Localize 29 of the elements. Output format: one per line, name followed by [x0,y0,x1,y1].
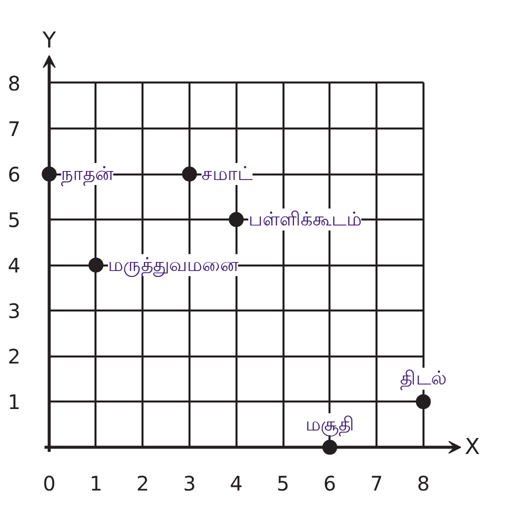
y-axis-title: Y [41,28,56,54]
x-tick-label: 8 [416,472,430,496]
annotation: பள்ளிக்கூடம் [248,208,362,231]
y-tick-label: 4 [8,254,21,278]
x-tick-label: 1 [90,472,102,496]
annotation: நாதன் [61,163,114,186]
y-tick-label: 3 [8,299,21,324]
x-tick-label: 6 [323,472,336,496]
y-tick-label: 6 [8,162,21,187]
x-tick-label: 7 [370,472,383,496]
annotation: திடல் [400,368,447,391]
x-tick-label: 0 [42,472,56,496]
x-axis-title: X [464,434,480,460]
x-tick-label: 2 [136,472,150,496]
x-tick-label: 5 [276,472,290,496]
y-tick-label: 8 [8,71,21,96]
x-tick-label: 3 [183,472,196,496]
annotation: மசூதி [305,413,354,436]
y-tick-label: 7 [8,116,21,141]
y-tick-label: 2 [8,344,21,369]
y-tick-label: 1 [8,390,21,414]
point [182,166,197,182]
annotation: சமாட் [202,163,252,186]
point [88,258,104,273]
point [416,394,431,410]
y-tick-label: 5 [8,208,21,232]
point [228,212,244,228]
annotation: மருத்துவமனை [108,254,239,278]
x-tick-label: 4 [230,472,243,496]
